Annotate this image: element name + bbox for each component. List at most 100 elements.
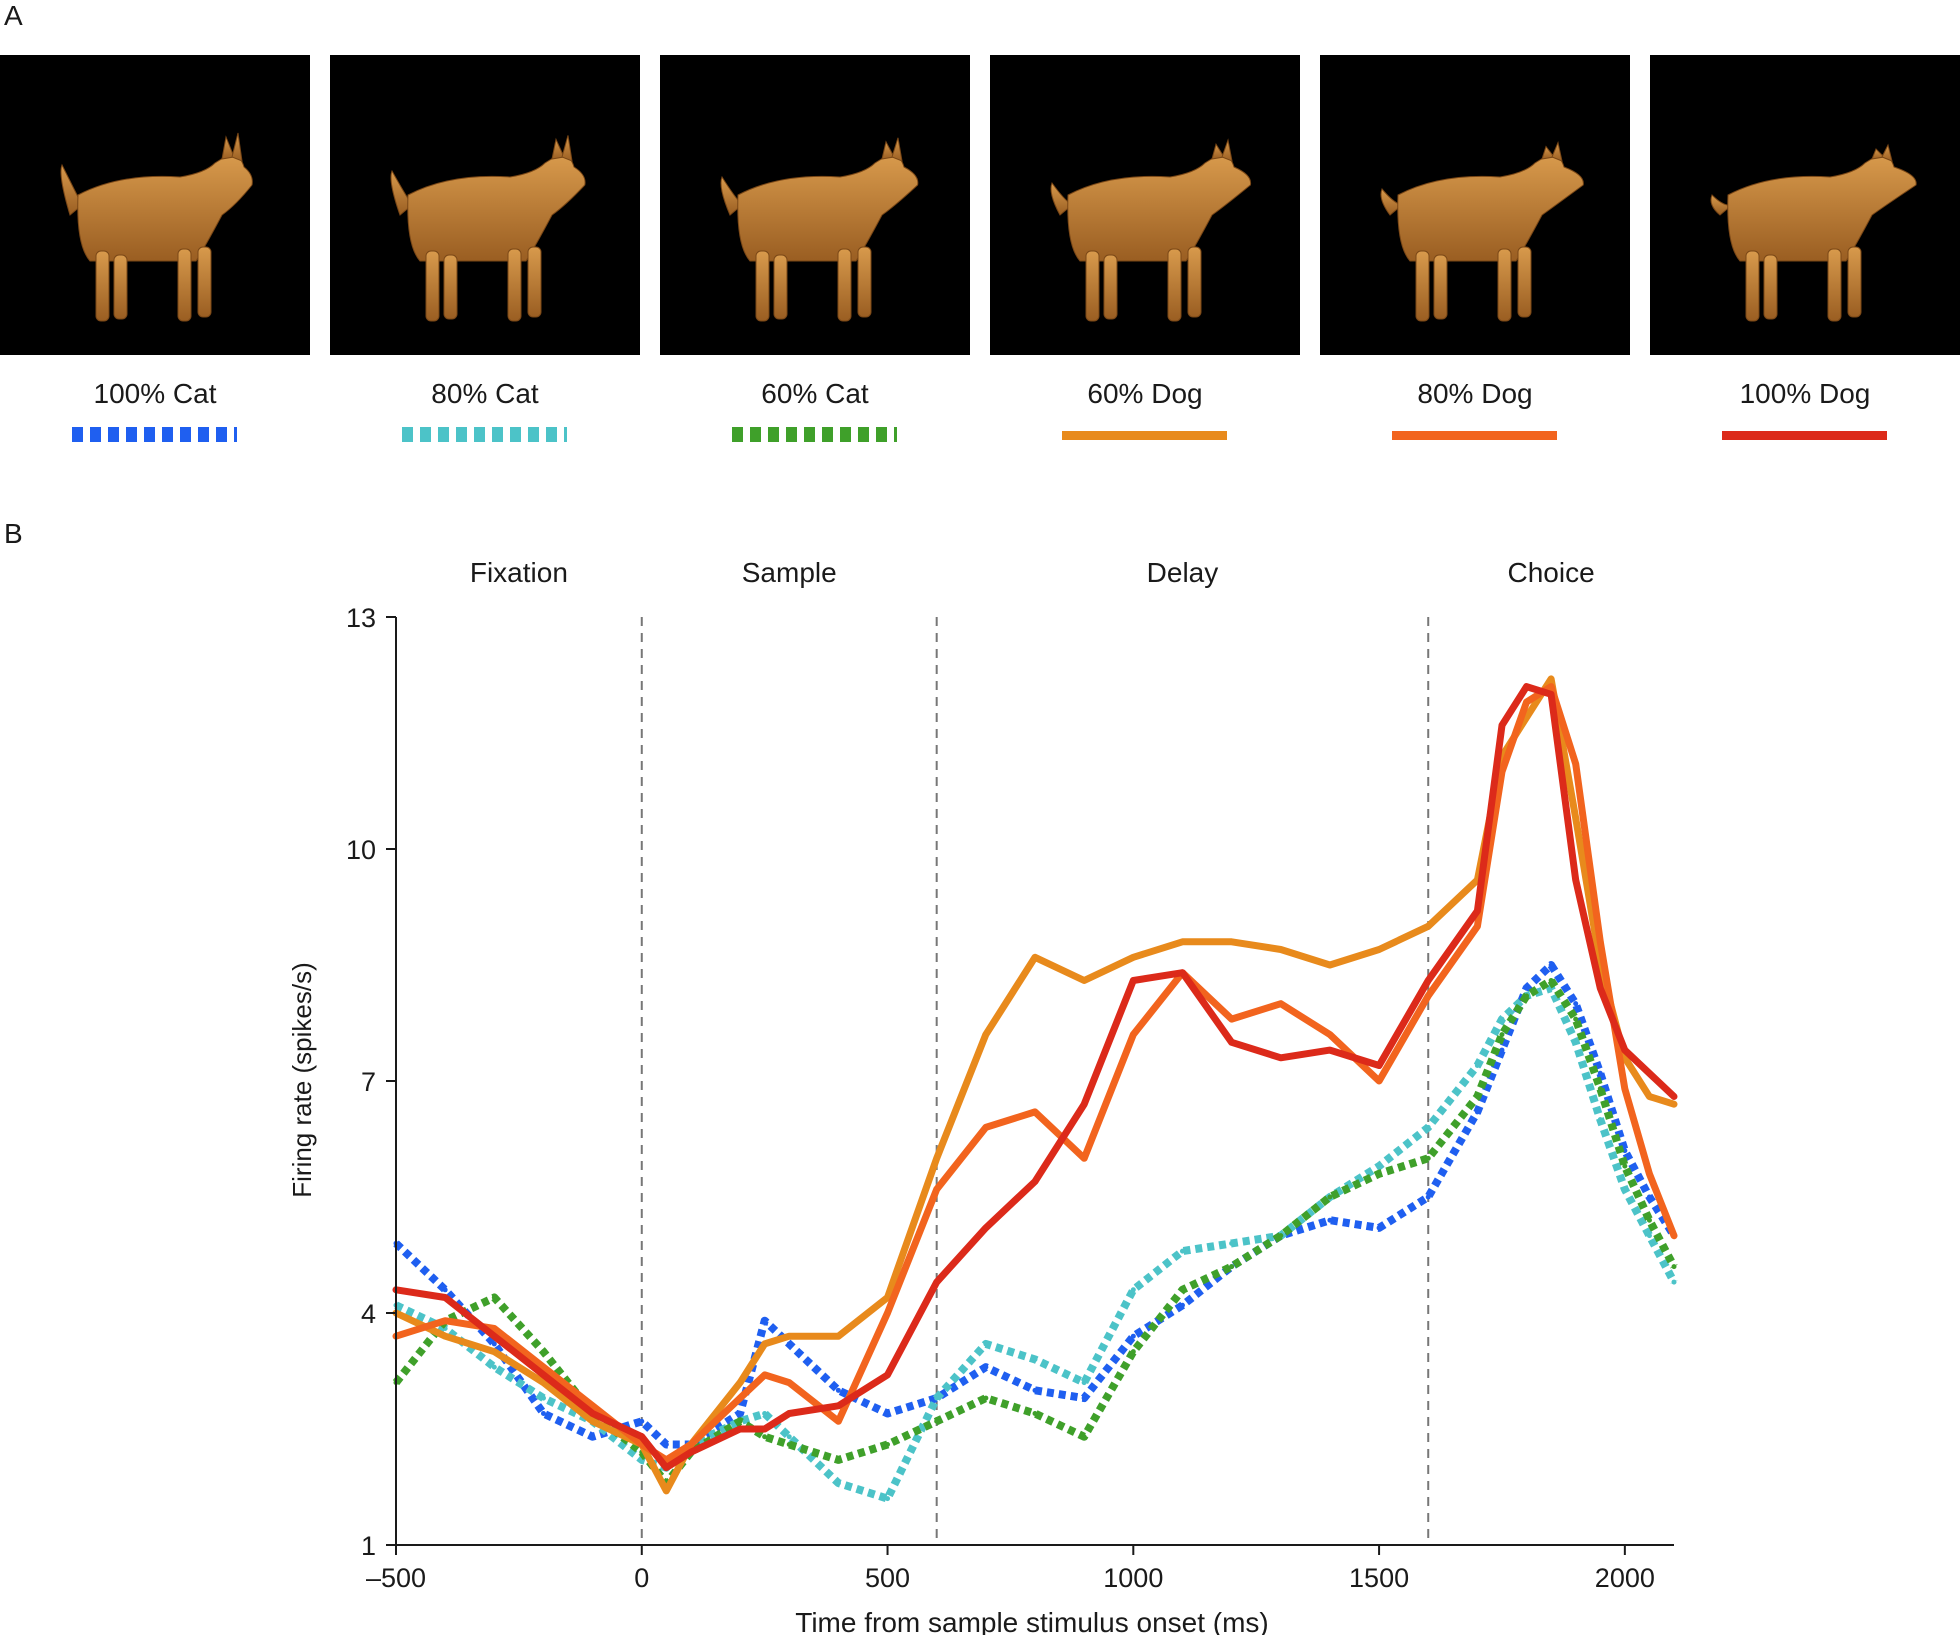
data-point — [1130, 1032, 1136, 1038]
data-point — [1278, 1055, 1284, 1061]
data-point — [934, 1279, 940, 1285]
data-point — [1573, 761, 1579, 767]
data-point — [1327, 1032, 1333, 1038]
data-point — [762, 1372, 768, 1378]
data-point — [1179, 1248, 1185, 1254]
data-point — [1081, 1434, 1087, 1440]
data-point — [1229, 1240, 1235, 1246]
data-point — [1597, 985, 1603, 991]
data-point — [1376, 1225, 1382, 1231]
data-point — [1548, 691, 1554, 697]
data-point — [1622, 1163, 1628, 1169]
x-tick-label: 0 — [634, 1563, 649, 1593]
data-point — [786, 1333, 792, 1339]
data-point — [491, 1295, 497, 1301]
data-point — [786, 1434, 792, 1440]
data-point — [540, 1349, 546, 1355]
data-point — [885, 1411, 891, 1417]
data-point — [1646, 1171, 1652, 1177]
series-100-cat — [393, 961, 1678, 1449]
data-point — [688, 1441, 694, 1447]
data-point — [1548, 977, 1554, 983]
x-tick-label: 500 — [865, 1563, 910, 1593]
legend-swatch — [402, 427, 567, 442]
data-point — [1524, 715, 1530, 721]
animal-figure — [1380, 140, 1584, 322]
data-point — [1646, 1070, 1652, 1076]
epoch-label: Choice — [1508, 557, 1595, 588]
data-point — [1130, 1349, 1136, 1355]
series-100-dog — [392, 683, 1678, 1472]
data-point — [1573, 1001, 1579, 1007]
data-point — [663, 1465, 669, 1471]
series-line — [393, 961, 1678, 1449]
data-point — [1081, 1380, 1087, 1386]
data-point — [1474, 908, 1480, 914]
data-point — [1130, 977, 1136, 983]
data-point — [1499, 1032, 1505, 1038]
epoch-label: Sample — [742, 557, 837, 588]
data-point — [983, 1364, 989, 1370]
x-axis-label: Time from sample stimulus onset (ms) — [795, 1607, 1269, 1635]
series-80-cat — [393, 984, 1678, 1503]
data-point — [1425, 1194, 1431, 1200]
data-point — [762, 1318, 768, 1324]
data-point — [885, 1295, 891, 1301]
series-line — [392, 683, 1678, 1472]
data-point — [1278, 947, 1284, 953]
data-point — [983, 1341, 989, 1347]
series-line — [394, 984, 1678, 1503]
data-point — [762, 1341, 768, 1347]
data-point — [1622, 1186, 1628, 1192]
data-point — [1597, 1086, 1603, 1092]
data-point — [1278, 1233, 1284, 1239]
data-point — [442, 1318, 448, 1324]
x-tick-label: 1000 — [1103, 1563, 1163, 1593]
data-point — [590, 1418, 596, 1424]
data-point — [1425, 977, 1431, 983]
data-point — [1032, 954, 1038, 960]
data-point — [983, 1032, 989, 1038]
data-point — [835, 1387, 841, 1393]
data-point — [1081, 977, 1087, 983]
stimulus-image — [660, 55, 970, 355]
data-point — [1597, 1117, 1603, 1123]
y-axis-label: Firing rate (spikes/s) — [287, 962, 317, 1198]
stimulus-label: 60% Cat — [761, 378, 869, 409]
data-point — [1573, 1016, 1579, 1022]
data-point — [1499, 722, 1505, 728]
data-point — [1524, 699, 1530, 705]
data-point — [983, 1225, 989, 1231]
data-point — [786, 1380, 792, 1386]
data-point — [491, 1341, 497, 1347]
stimulus-image — [330, 55, 640, 355]
stimulus-label: 100% Cat — [93, 378, 217, 409]
stimulus-label: 100% Dog — [1739, 378, 1871, 409]
data-point — [1376, 1171, 1382, 1177]
data-point — [885, 1372, 891, 1378]
data-point — [540, 1395, 546, 1401]
data-point — [1425, 1155, 1431, 1161]
data-point — [1376, 1163, 1382, 1169]
data-point — [1081, 1101, 1087, 1107]
data-point — [1573, 877, 1579, 883]
legend-swatch — [1062, 431, 1227, 440]
data-point — [1376, 947, 1382, 953]
legend-swatch — [732, 427, 897, 442]
data-point — [1524, 684, 1530, 690]
panel-a-letter: A — [4, 0, 23, 31]
data-point — [786, 1441, 792, 1447]
data-point — [1622, 1047, 1628, 1053]
data-point — [1597, 939, 1603, 945]
data-point — [835, 1333, 841, 1339]
data-point — [540, 1372, 546, 1378]
data-point — [762, 1434, 768, 1440]
epoch-boundaries — [640, 617, 1430, 1545]
data-point — [590, 1411, 596, 1417]
y-tick-label: 13 — [346, 603, 376, 633]
stimulus-image — [990, 55, 1300, 355]
data-point — [1646, 1217, 1652, 1223]
data-point — [1646, 1093, 1652, 1099]
data-point — [835, 1418, 841, 1424]
epoch-labels: Fixation Sample Delay Choice — [470, 557, 1595, 588]
